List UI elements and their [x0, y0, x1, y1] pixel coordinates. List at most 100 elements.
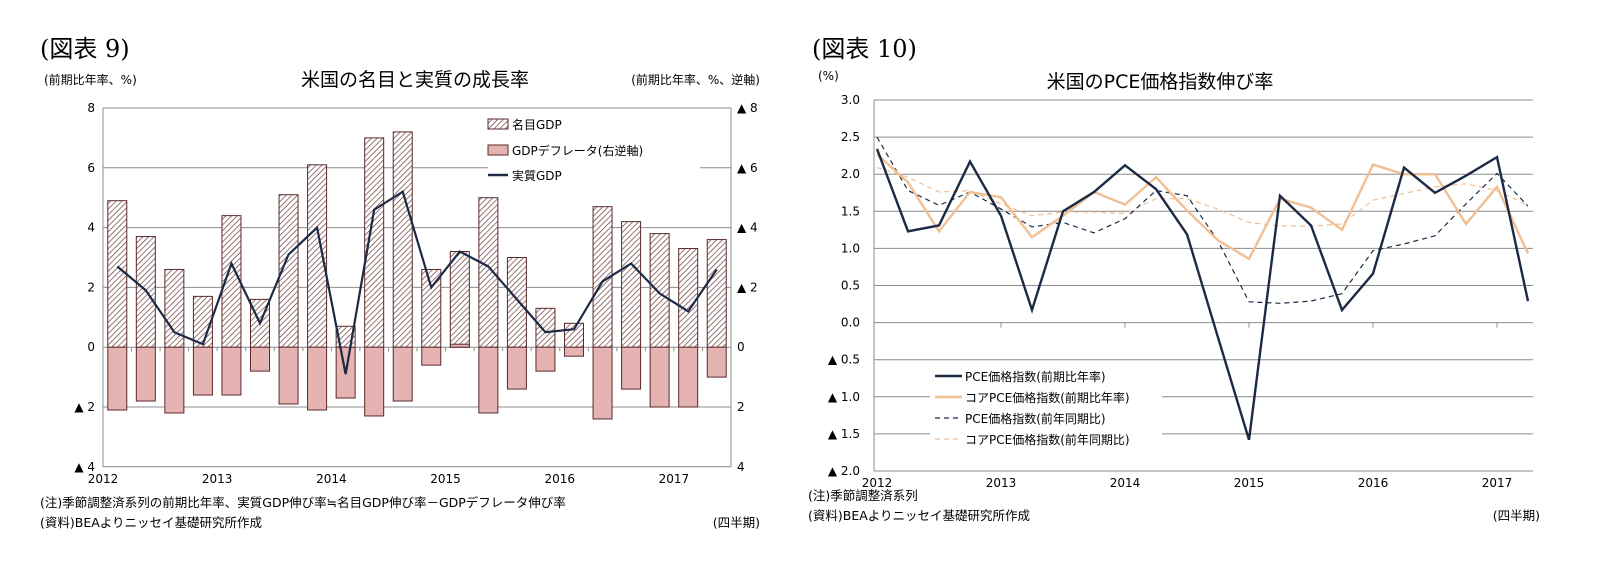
pce-yoy-line: [876, 136, 1529, 304]
gdp-deflator-bar: [564, 346, 584, 357]
gdp-deflator-bar: [364, 346, 385, 417]
y2-tick-label: 4: [737, 460, 745, 474]
x-tick-label: 2017: [1482, 476, 1513, 490]
figure-9-note: (注)季節調整済系列の前期比年率、実質GDP伸び率≒名目GDP伸び率－GDPデフ…: [40, 495, 566, 510]
legend-swatch-gdp-deflator: [487, 144, 509, 156]
y-tick-label: 3.0: [841, 93, 860, 107]
gdp-deflator-bar: [535, 346, 556, 372]
legend-background: [488, 112, 700, 188]
figure-9-title: 米国の名目と実質の成長率: [301, 69, 529, 91]
y-tick-label: ▲ 0.5: [828, 353, 860, 367]
nominal-gdp-bar: [621, 221, 642, 348]
figure-10-period-unit: (四半期): [1493, 508, 1540, 523]
y-tick-label: 0.5: [841, 279, 860, 293]
y-tick-label: 4: [87, 221, 95, 235]
y-tick-label: 0.0: [841, 316, 860, 330]
gdp-deflator-bar: [478, 346, 499, 414]
real-gdp-line: [116, 190, 718, 375]
figure-9-label: (図表 9): [40, 35, 130, 63]
y-tick-label: ▲ 1.5: [828, 427, 860, 441]
nominal-gdp-bar: [421, 268, 442, 348]
nominal-gdp-bar: [564, 322, 584, 348]
y2-tick-label: 2: [737, 400, 745, 414]
legend-label: PCE価格指数(前期比年率): [965, 369, 1106, 384]
gdp-deflator-bar: [278, 346, 299, 405]
nominal-gdp-bar: [506, 257, 527, 348]
y2-tick-label: 0: [737, 340, 745, 354]
figure-9-left-unit: (前期比年率、%): [44, 72, 137, 87]
gdp-deflator-bar: [135, 346, 156, 402]
x-tick-label: 2014: [1110, 476, 1141, 490]
gdp-deflator-bar: [706, 346, 727, 378]
y-tick-label: ▲ 2: [74, 400, 95, 414]
nominal-gdp-bar: [107, 200, 128, 348]
pce-qoq-line: [875, 148, 1530, 441]
nominal-gdp-bar: [706, 239, 727, 348]
legend-swatch-nominal-gdp: [487, 118, 509, 130]
legend-label: コアPCE価格指数(前年同期比): [965, 432, 1130, 447]
gdp-deflator-bar: [421, 346, 442, 366]
nominal-gdp-bar: [649, 233, 670, 348]
core-pce-qoq-line: [876, 153, 1530, 261]
figure-10-title: 米国のPCE価格指数伸び率: [1047, 71, 1274, 93]
gdp-deflator-bar: [164, 346, 185, 414]
legend-label: コアPCE価格指数(前期比年率): [965, 390, 1130, 405]
figure-9-source: (資料)BEAよりニッセイ基礎研究所作成: [40, 515, 262, 530]
gdp-deflator-bar: [192, 346, 213, 396]
x-tick-label: 2013: [202, 472, 233, 486]
legend-label: 実質GDP: [512, 168, 562, 183]
gdp-deflator-bar: [449, 343, 470, 348]
gdp-deflator-bar: [649, 346, 670, 408]
nominal-gdp-bar: [449, 251, 470, 348]
x-tick-label: 2012: [862, 476, 893, 490]
y-tick-label: ▲ 2.0: [828, 464, 860, 478]
legend-label: 名目GDP: [512, 117, 562, 132]
figure-10-source: (資料)BEAよりニッセイ基礎研究所作成: [808, 508, 1030, 523]
gdp-deflator-bar: [678, 346, 699, 408]
figure-10-label: (図表 10): [812, 35, 917, 63]
y-tick-label: 6: [87, 161, 95, 175]
x-tick-label: 2017: [659, 472, 690, 486]
nominal-gdp-bar: [478, 197, 499, 348]
nominal-real-growth-chart: 8 6 4 2 0 ▲ 2 ▲ 4 ▲ 8 ▲ 6 ▲ 4 ▲ 2 0 2 4 2012 2013 2014 20…: [74, 101, 757, 486]
x-tick-label: 2015: [430, 472, 461, 486]
gdp-deflator-bar: [307, 346, 328, 411]
y-tick-label: 2.5: [841, 130, 860, 144]
y-tick-label: 0: [87, 340, 95, 354]
nominal-gdp-bar: [678, 248, 699, 348]
legend-label: GDPデフレータ(右逆軸): [512, 143, 643, 158]
y2-tick-label: ▲ 4: [737, 221, 758, 235]
y-tick-label: 2: [87, 280, 95, 294]
y-tick-label: ▲ 4: [74, 460, 95, 474]
nominal-gdp-bar: [192, 295, 213, 348]
x-tick-label: 2016: [1358, 476, 1389, 490]
pce-inflation-chart: 3.0 2.5 2.0 1.5 1.0 0.5 0.0 ▲ 0.5 ▲ 1.0 ▲ 1.5 ▲ 2.…: [828, 93, 1533, 490]
y-tick-label: 1.5: [841, 204, 860, 218]
x-tick-label: 2015: [1234, 476, 1265, 490]
gdp-deflator-bar: [250, 346, 270, 372]
legend: 名目GDP GDPデフレータ(右逆軸) 実質GDP: [487, 112, 700, 188]
y-tick-label: 1.0: [841, 241, 860, 255]
x-tick-label: 2013: [986, 476, 1017, 490]
x-tick-label: 2016: [544, 472, 575, 486]
figure-9-period-unit: (四半期): [713, 515, 760, 530]
figure-9-right-unit: (前期比年率、%、逆軸): [631, 72, 760, 87]
x-tick-label: 2014: [316, 472, 347, 486]
core-pce-yoy-line: [876, 166, 1529, 227]
nominal-gdp-bar: [535, 307, 556, 348]
y2-tick-label: ▲ 2: [737, 280, 758, 294]
gdp-deflator-bar: [107, 346, 128, 411]
legend-label: PCE価格指数(前年同期比): [965, 411, 1106, 426]
gdp-deflator-bar: [506, 346, 527, 390]
y2-tick-label: ▲ 8: [737, 101, 758, 115]
figure-10-note: (注)季節調整済系列: [808, 488, 918, 503]
gdp-deflator-bar: [392, 346, 413, 402]
figure-10-left-unit: (%): [818, 69, 839, 83]
x-tick-label: 2012: [88, 472, 119, 486]
y-tick-label: 8: [87, 101, 95, 115]
legend-background: [930, 362, 1162, 448]
nominal-gdp-bar: [392, 131, 413, 348]
legend: PCE価格指数(前期比年率) コアPCE価格指数(前期比年率) PCE価格指数(前年…: [930, 362, 1162, 448]
gdp-deflator-bar: [592, 346, 613, 420]
